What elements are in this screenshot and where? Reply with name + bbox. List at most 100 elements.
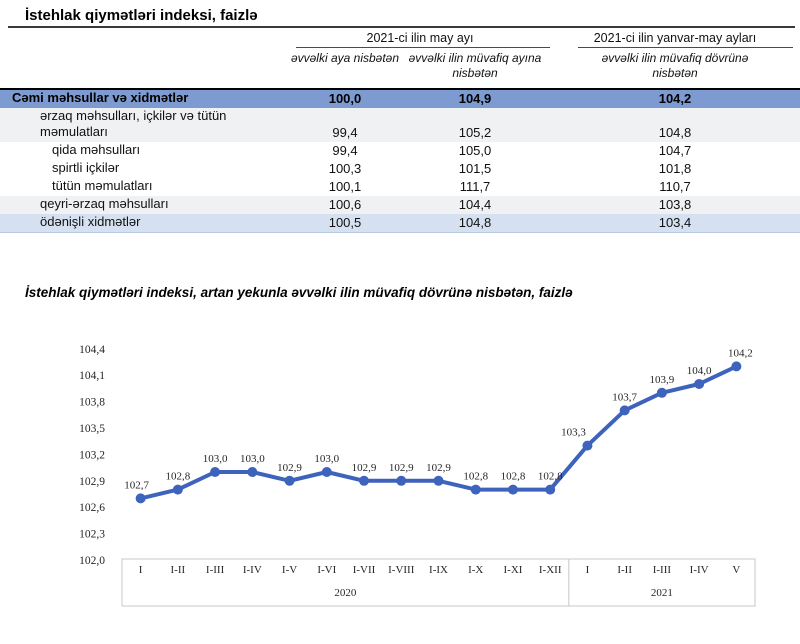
x-axis-box [121, 558, 756, 607]
x-axis-year-label: 2020 [334, 587, 357, 599]
y-tick-label: 103,8 [79, 397, 105, 409]
x-tick-label: I-IX [429, 564, 448, 576]
page-title: İstehlak qiymətləri indeksi, faizlə [25, 7, 258, 24]
row-value: 103,8 [658, 197, 692, 212]
chart-point-label: 104,2 [728, 347, 753, 359]
row-value: 99,4 [332, 143, 358, 158]
table-row-paid-services: ödənişli xidmətlər 100,5 104,8 103,4 [0, 214, 800, 233]
col-group-jan-may-underline [578, 47, 793, 48]
chart-point-label: 103,0 [203, 453, 228, 465]
chart-point [470, 484, 481, 495]
x-tick-label: I-VIII [388, 564, 415, 576]
row-label: tütün məmulatları [52, 178, 153, 193]
row-value: 100,5 [328, 215, 362, 230]
table-row-alcoholic-drinks: spirtli içkilər 100,3 101,5 101,8 [0, 160, 800, 178]
chart-point [507, 484, 518, 495]
row-label: qeyri-ərzaq məhsulları [40, 196, 169, 211]
chart-point-label: 103,0 [314, 453, 339, 465]
y-tick-label: 103,5 [79, 423, 105, 435]
row-value: 104,8 [458, 215, 492, 230]
chart-point [321, 467, 332, 477]
row-value: 99,4 [332, 125, 358, 140]
chart-point [619, 405, 630, 416]
row-value: 104,7 [658, 143, 692, 158]
x-tick-label: I-VI [317, 564, 336, 576]
chart-point-label: 102,8 [538, 471, 563, 483]
chart-point [135, 493, 146, 504]
title-rule [8, 26, 795, 28]
chart-point-label: 102,9 [389, 462, 414, 474]
table-row-total: Cəmi məhsullar və xidmətlər 100,0 104,9 … [0, 88, 800, 108]
chart-point [545, 484, 556, 495]
table-header-subs: əvvəlki aya nisbətən əvvəlki ilin müvafi… [0, 48, 800, 88]
col-group-jan-may: 2021-ci ilin yanvar-may ayları [593, 31, 757, 45]
cpi-line-chart: 102,0 102,3 102,6 102,9 103,2 103,5 103,8 104,1… [79, 344, 756, 607]
y-tick-label: 104,1 [79, 370, 105, 382]
chart-point [359, 475, 370, 486]
chart-point-label: 102,9 [352, 462, 377, 474]
row-value: 101,5 [458, 161, 492, 176]
table-row-tobacco-products: tütün məmulatları 100,1 111,7 110,7 [0, 178, 800, 196]
chart-point-label: 103,7 [612, 391, 637, 403]
col-header-same-period-prev-year: əvvəlki ilin müvafiq dövrünə nisbətən [601, 51, 749, 80]
y-tick-label: 104,4 [79, 344, 105, 356]
chart-point-label: 103,3 [561, 427, 586, 439]
row-value: 100,3 [328, 161, 362, 176]
row-value: 101,8 [658, 161, 692, 176]
chart-point-label: 103,9 [650, 374, 675, 386]
x-axis-year-label: 2021 [651, 587, 673, 599]
x-tick-label: I-VII [353, 564, 376, 576]
row-value: 100,0 [328, 91, 362, 106]
y-tick-label: 102,3 [79, 529, 105, 541]
chart-point [433, 475, 444, 486]
cpi-table: 2021-ci ilin may ayı 2021-ci ilin yanvar… [0, 28, 800, 233]
row-value: 100,6 [328, 197, 362, 212]
x-tick-label: I-III [653, 564, 672, 576]
chart-point-label: 102,8 [165, 471, 190, 483]
x-tick-label: I-IV [243, 564, 262, 576]
row-value: 110,7 [659, 179, 691, 194]
row-value: 104,4 [458, 197, 492, 212]
row-label: ödənişli xidmətlər [40, 214, 141, 229]
y-tick-label: 102,0 [79, 555, 105, 567]
x-tick-label: I [586, 564, 590, 576]
row-value: 104,8 [658, 125, 692, 140]
x-tick-label: I-XII [539, 564, 562, 576]
x-tick-label: I-X [468, 564, 483, 576]
x-tick-label: I-II [171, 564, 186, 576]
row-value: 105,2 [458, 125, 492, 140]
chart-point [694, 379, 705, 389]
x-tick-label: I-III [206, 564, 225, 576]
row-value: 105,0 [458, 143, 492, 158]
x-tick-label: I-II [617, 564, 632, 576]
chart-point [247, 467, 258, 477]
table-row-food-products: qida məhsulları 99,4 105,0 104,7 [0, 142, 800, 160]
row-label: qida məhsulları [52, 142, 141, 157]
col-header-prev-month: əvvəlki aya nisbətən [290, 51, 400, 65]
row-label: spirtli içkilər [52, 160, 120, 175]
col-group-may-underline [296, 47, 550, 48]
x-tick-label: V [732, 564, 740, 576]
chart-point-label: 102,7 [124, 479, 149, 491]
row-value: 100,1 [328, 179, 362, 194]
row-value: 103,4 [658, 215, 692, 230]
x-tick-label: I [139, 564, 143, 576]
chart-point [172, 484, 183, 495]
x-tick-label: I-V [282, 564, 297, 576]
chart-point-label: 104,0 [687, 365, 712, 377]
chart-point-label: 102,9 [277, 462, 302, 474]
chart-point [731, 361, 742, 372]
chart-point [284, 475, 295, 486]
table-row-food-drinks-tobacco: ərzaq məhsulları, içkilər və tütün məmul… [0, 108, 800, 142]
chart-point [582, 440, 593, 451]
col-group-may: 2021-ci ilin may ayı [366, 31, 474, 45]
chart-point-label: 102,8 [501, 471, 526, 483]
chart-point [210, 467, 221, 477]
chart-title: İstehlak qiymətləri indeksi, artan yekun… [25, 285, 573, 300]
y-tick-label: 102,9 [79, 476, 105, 488]
chart-point [396, 475, 407, 486]
row-value: 111,7 [459, 179, 491, 194]
row-value: 104,2 [658, 91, 692, 106]
row-label: Cəmi məhsullar və xidmətlər [12, 90, 189, 105]
